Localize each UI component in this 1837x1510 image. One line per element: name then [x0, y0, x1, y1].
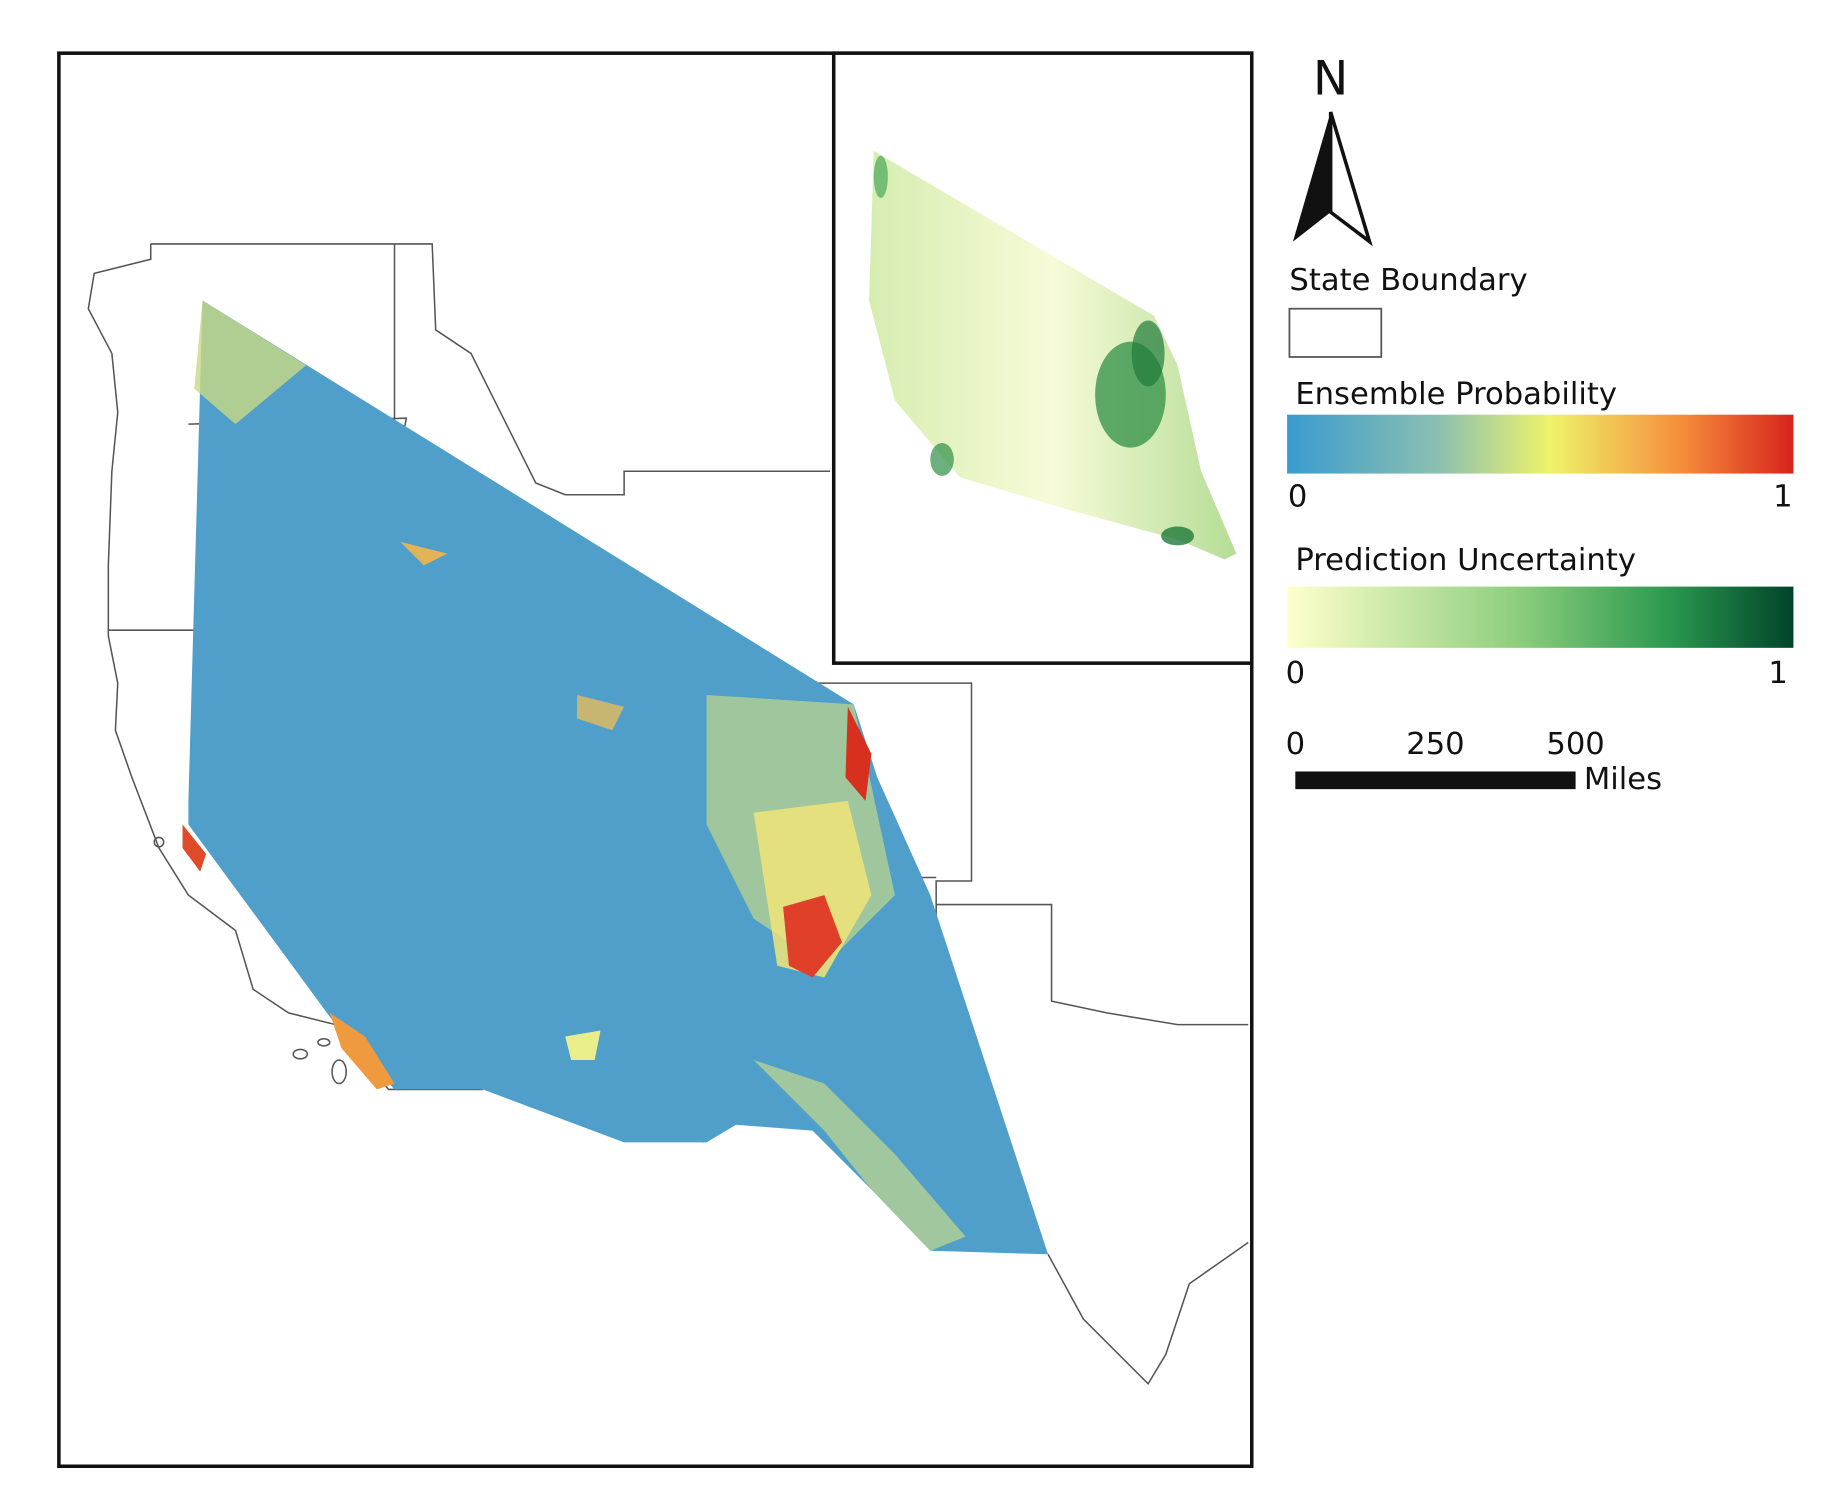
ramp-max-label: 1 [1768, 656, 1787, 691]
legend-title: Ensemble Probability [1295, 377, 1617, 412]
legend-swatch [1288, 307, 1383, 358]
north-label: N [1313, 51, 1348, 106]
color-ramp [1287, 586, 1794, 648]
ramp-min-label: 0 [1288, 480, 1307, 515]
probability-raster [182, 300, 1049, 1255]
scale-unit: Miles [1584, 762, 1662, 797]
legend-title: State Boundary [1289, 263, 1527, 298]
scale-bar-fill [1295, 771, 1576, 790]
ramp-min-label: 0 [1286, 656, 1305, 691]
legend-title: Prediction Uncertainty [1295, 543, 1636, 578]
scale-tick-label: 250 [1406, 727, 1464, 762]
ramp-max-label: 1 [1773, 480, 1792, 515]
color-ramp [1287, 414, 1794, 474]
north-arrow [1292, 111, 1373, 247]
uncertainty-raster [869, 150, 1237, 560]
scale-tick-label: 0 [1286, 727, 1305, 762]
scale-tick-label: 500 [1546, 727, 1604, 762]
